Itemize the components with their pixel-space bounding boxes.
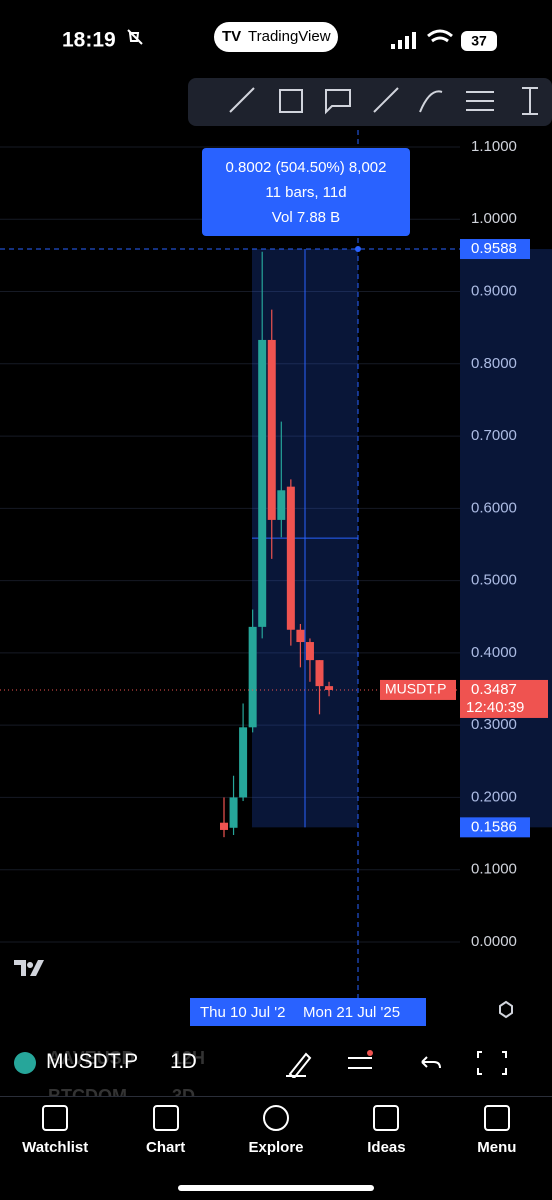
level-box [460, 817, 530, 838]
symbol-bar: AAVEUSD 12H BTCDOM 3D MUSDT.P 1D [0, 1030, 552, 1106]
candle-body [277, 490, 286, 520]
y-tick-label: 0.5000 [471, 572, 517, 589]
candle-body [239, 727, 248, 798]
drawing-tools[interactable] [229, 87, 538, 115]
y-tick-label: 0.8000 [471, 355, 517, 372]
candle-body [258, 339, 267, 627]
price-box [460, 679, 548, 718]
candle-body [248, 626, 257, 728]
measure-box [202, 148, 410, 236]
nav-label: Watchlist [22, 1139, 89, 1156]
x-label: Thu 10 Jul '2 [200, 1004, 285, 1021]
nav-icon [42, 1105, 69, 1131]
app-logo: TV [222, 28, 241, 45]
tv-logo [14, 960, 44, 976]
nav-icon [483, 1105, 510, 1131]
nav-icon [373, 1105, 400, 1131]
y-tick-label: 0.7000 [471, 427, 517, 444]
wifi-icon [427, 29, 453, 43]
symbol-tag-label: MUSDT.P [385, 681, 446, 697]
candle-body [315, 660, 324, 687]
home-indicator [178, 1185, 374, 1191]
nav-label: Ideas [367, 1139, 406, 1156]
candle-body [296, 629, 305, 643]
x-label: Mon 21 Jul '25 [303, 1004, 400, 1021]
settings-icon[interactable] [499, 1000, 513, 1019]
crosshair-dot [355, 246, 361, 253]
nav-item[interactable]: Ideas [331, 1105, 441, 1156]
y-tick-label: 0.6000 [471, 499, 517, 516]
measure-text: Vol 7.88 B [272, 209, 340, 226]
y-tick-label: 0.4000 [471, 644, 517, 661]
status-time: 18:19 [62, 29, 116, 52]
app-pill [214, 22, 338, 52]
y-tick-label: 0.3000 [471, 716, 517, 733]
candle-body [229, 797, 238, 828]
symbol-icon [14, 1052, 36, 1074]
level-label: 0.1586 [471, 818, 517, 835]
nav-label: Explore [248, 1139, 304, 1156]
signal-icon [391, 32, 416, 49]
drawing-toolbar [188, 78, 552, 126]
y-tick-label: 1.0000 [471, 210, 517, 227]
symbol[interactable]: MUSDT.P [46, 1050, 139, 1073]
candle-body [305, 642, 314, 661]
ghost-symbol: AAVEUSD [48, 1048, 135, 1068]
y-tick-label: 0.0000 [471, 933, 517, 950]
measure-text: 11 bars, 11d [265, 184, 346, 201]
y-tick-label: 0.2000 [471, 788, 517, 805]
nav-label: Chart [146, 1139, 186, 1156]
battery-level: 37 [471, 33, 487, 49]
level-box [460, 239, 530, 260]
axis-range [460, 249, 552, 828]
candle-body [286, 486, 295, 630]
interval[interactable]: 1D [170, 1050, 197, 1073]
y-tick-label: 1.1000 [471, 138, 517, 155]
candle-body [325, 686, 334, 690]
ghost-interval: 12H [172, 1048, 206, 1068]
candle-body [220, 822, 228, 830]
x-label-box [190, 998, 426, 1026]
measure-text: 0.8002 (504.50%) 8,002 [226, 159, 387, 176]
countdown: 12:40:39 [466, 699, 524, 716]
battery [461, 31, 497, 51]
candle-body [267, 339, 276, 520]
mute-icon [127, 29, 143, 45]
nav-item[interactable]: Chart [110, 1105, 220, 1156]
app-name: TradingView [248, 28, 331, 45]
nav-icon [263, 1105, 290, 1131]
level-label: 0.9588 [471, 240, 517, 257]
nav-bar: Watchlist Chart Explore Ideas Menu [0, 1096, 552, 1200]
toolbar-icons[interactable] [280, 1048, 530, 1078]
price-label: 0.3487 [471, 681, 517, 698]
nav-icon [152, 1105, 179, 1131]
symbol-tag [380, 679, 456, 700]
y-tick-label: 0.9000 [471, 282, 517, 299]
nav-item[interactable]: Watchlist [0, 1105, 110, 1156]
nav-item[interactable]: Menu [442, 1105, 552, 1156]
nav-item[interactable]: Explore [221, 1105, 331, 1156]
y-tick-label: 0.1000 [471, 861, 517, 878]
nav-label: Menu [477, 1139, 517, 1156]
